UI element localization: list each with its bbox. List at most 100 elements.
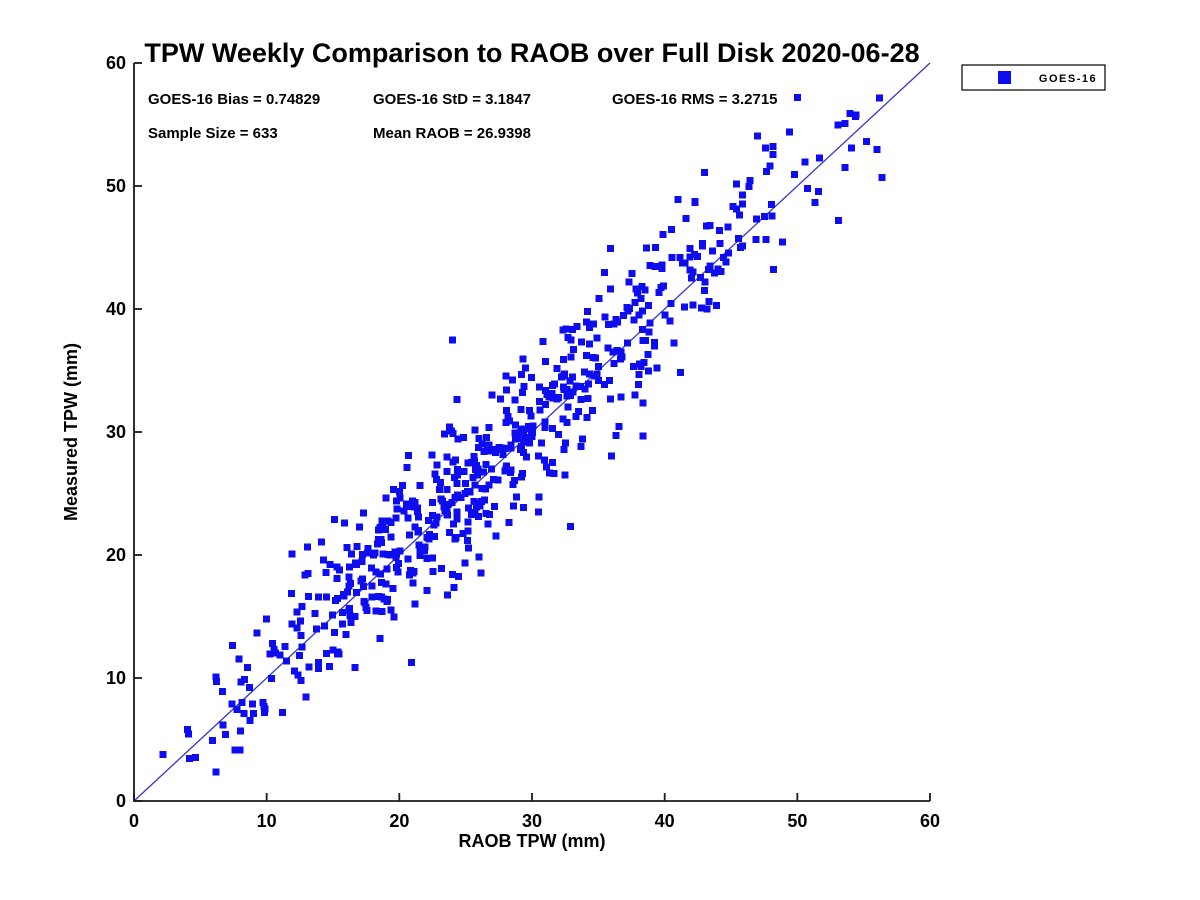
data-point: [645, 301, 653, 309]
data-point: [428, 451, 436, 459]
data-point: [478, 485, 486, 493]
data-point: [637, 362, 645, 370]
data-point: [520, 438, 528, 446]
data-point: [329, 611, 337, 619]
data-point: [394, 568, 402, 576]
data-point: [487, 465, 495, 473]
data-point: [428, 554, 436, 562]
data-point: [404, 514, 412, 522]
data-point: [278, 709, 286, 716]
data-point: [595, 295, 603, 303]
data-point: [676, 253, 684, 261]
data-point: [305, 663, 313, 671]
data-point: [461, 559, 469, 567]
data-point: [315, 593, 322, 601]
data-point: [241, 676, 249, 683]
data-point: [525, 433, 532, 441]
data-point: [733, 205, 741, 213]
data-point: [661, 311, 669, 319]
data-point: [815, 187, 823, 195]
data-point: [448, 571, 456, 579]
x-tick-label: 20: [389, 811, 409, 831]
data-point: [584, 395, 592, 403]
data-point: [584, 308, 592, 316]
data-point: [294, 671, 302, 679]
data-point: [404, 503, 412, 510]
data-point: [711, 269, 719, 277]
data-point: [250, 710, 257, 718]
data-point: [452, 456, 460, 464]
data-point: [479, 468, 487, 476]
data-point: [453, 466, 461, 474]
data-point: [405, 452, 412, 459]
data-point: [505, 519, 513, 527]
data-point: [477, 569, 485, 577]
data-point: [482, 510, 490, 518]
data-point: [415, 541, 423, 549]
data-point: [801, 158, 809, 166]
data-point: [459, 434, 467, 442]
data-point: [686, 253, 694, 261]
data-point: [639, 399, 647, 407]
data-point: [513, 493, 521, 501]
data-point: [537, 439, 545, 447]
data-point: [572, 412, 580, 420]
data-point: [614, 318, 622, 326]
data-point: [484, 520, 492, 528]
data-point: [387, 519, 395, 527]
data-point: [334, 648, 342, 656]
data-point: [841, 163, 849, 171]
data-point: [644, 350, 652, 358]
data-point: [222, 731, 229, 739]
data-point: [766, 162, 774, 170]
data-point: [416, 481, 424, 489]
data-point: [438, 564, 446, 572]
data-point: [298, 603, 306, 610]
data-point: [841, 120, 849, 128]
data-point: [237, 678, 245, 686]
data-point: [443, 591, 451, 599]
data-point: [518, 473, 526, 481]
data-point: [462, 480, 470, 488]
data-point: [790, 170, 798, 178]
data-point: [453, 396, 461, 404]
data-point: [539, 338, 547, 345]
data-point: [453, 515, 461, 523]
data-point: [501, 445, 509, 453]
data-point: [410, 568, 418, 576]
data-point: [785, 128, 793, 136]
data-point: [403, 463, 411, 471]
data-point: [431, 470, 439, 478]
data-point: [233, 706, 241, 713]
data-point: [454, 573, 462, 581]
data-point: [372, 607, 380, 615]
data-point: [545, 469, 553, 477]
data-point: [567, 353, 575, 361]
data-point: [635, 311, 643, 319]
data-point: [606, 377, 613, 384]
data-point: [396, 488, 403, 495]
data-point: [386, 551, 394, 559]
x-tick-label: 60: [920, 811, 940, 831]
data-point: [378, 538, 385, 546]
data-point: [521, 364, 529, 372]
data-point: [689, 301, 697, 309]
data-point: [666, 317, 674, 325]
data-point: [228, 641, 236, 649]
data-point: [235, 655, 243, 663]
data-point: [355, 523, 363, 531]
data-point: [261, 709, 268, 717]
data-point: [720, 253, 728, 261]
data-point: [559, 383, 567, 391]
data-point: [643, 244, 651, 252]
data-point: [698, 304, 706, 312]
data-point: [347, 619, 355, 627]
data-point: [563, 419, 571, 427]
data-point: [318, 538, 326, 546]
data-point: [722, 258, 730, 266]
data-point: [346, 563, 354, 571]
data-point: [375, 526, 383, 534]
data-point: [535, 383, 543, 391]
data-point: [454, 435, 462, 443]
data-point: [246, 717, 254, 725]
